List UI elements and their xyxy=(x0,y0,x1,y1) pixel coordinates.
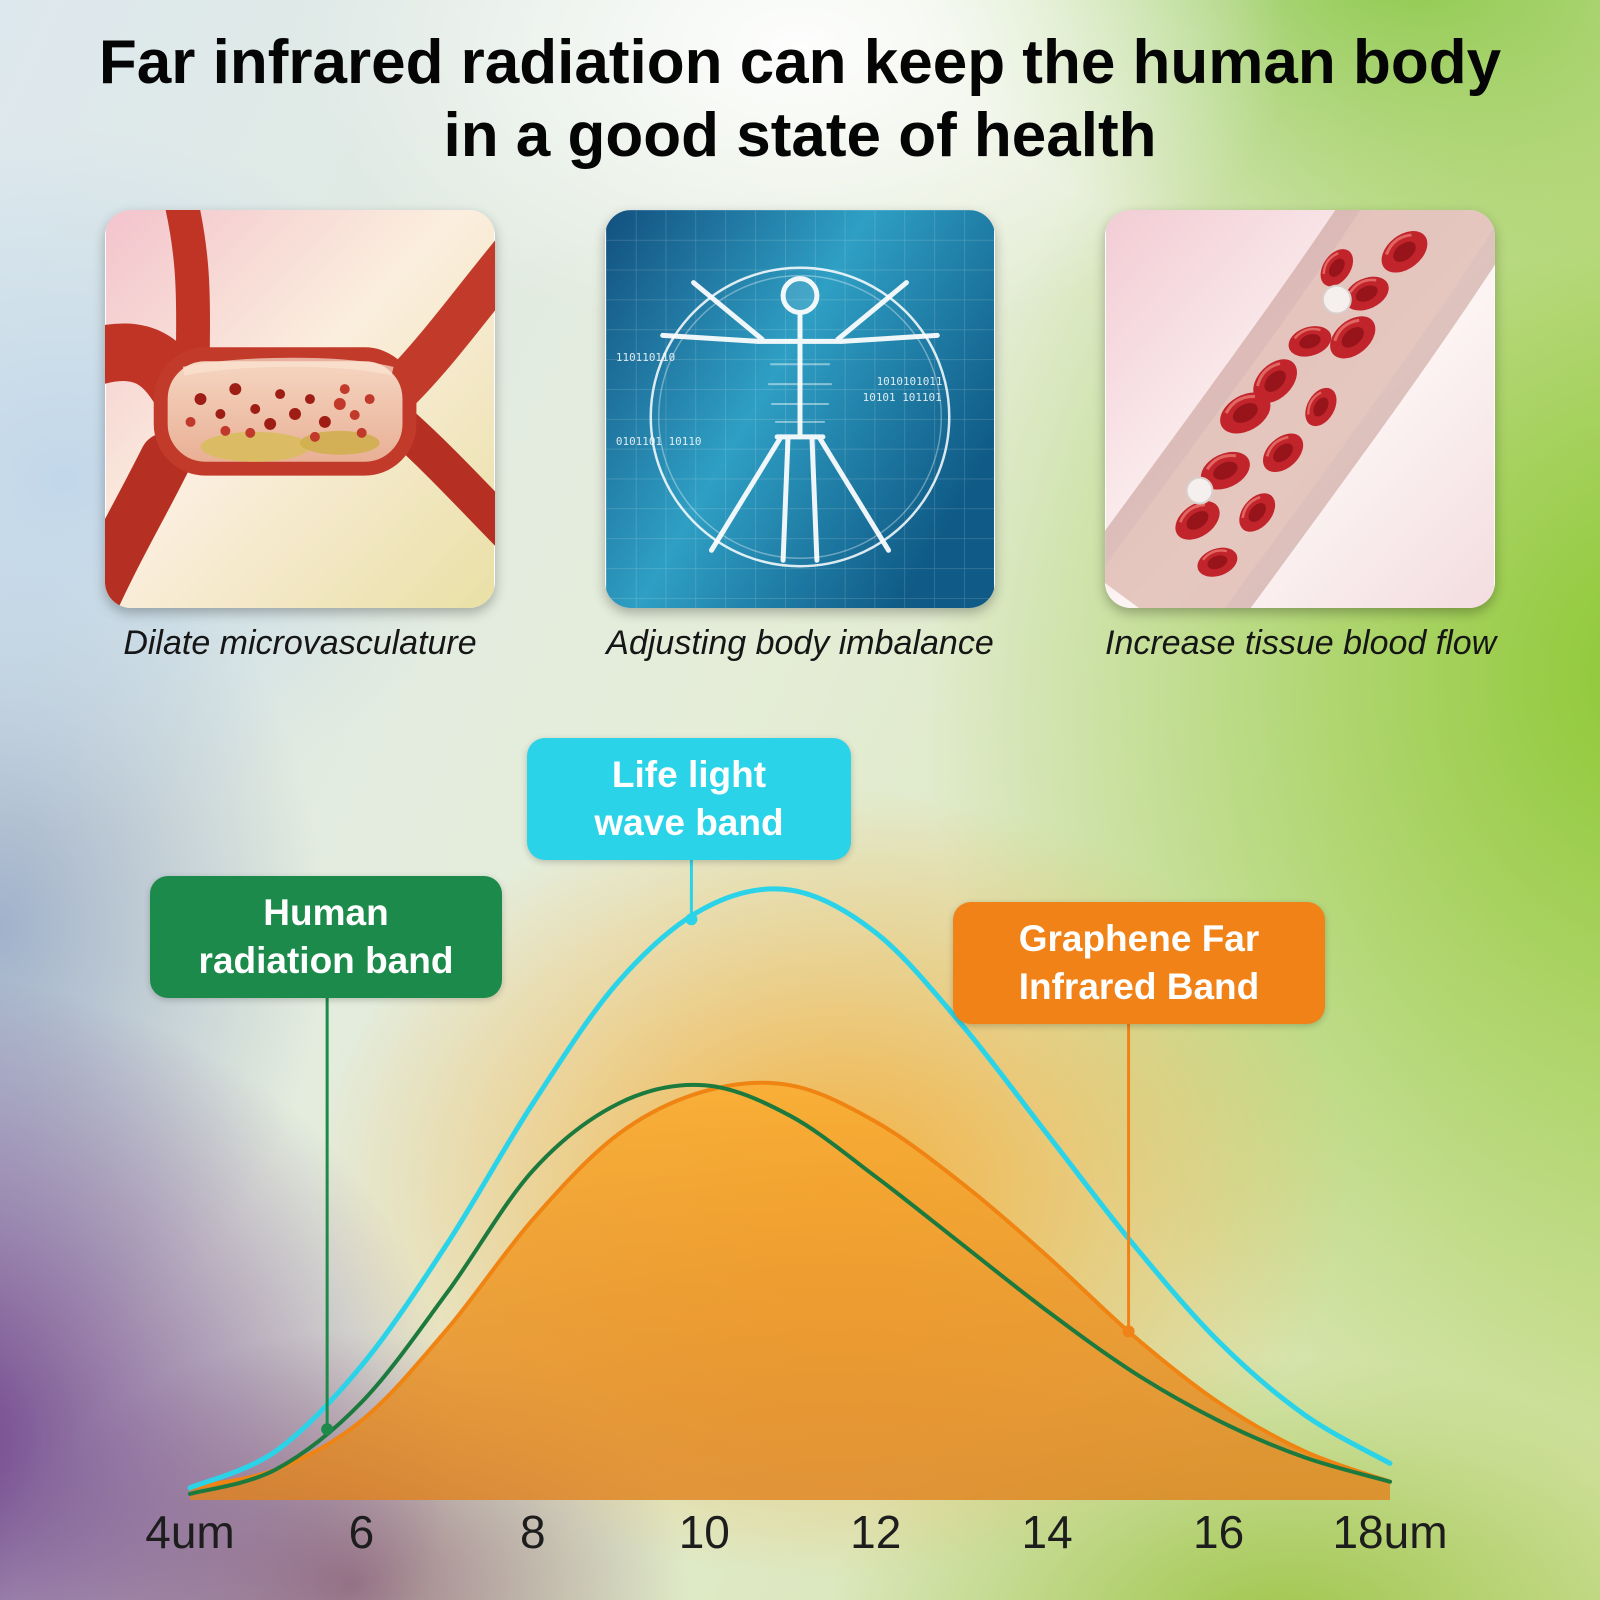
svg-text:8: 8 xyxy=(520,1506,546,1558)
card-dilate-microvasculature: Dilate microvasculature xyxy=(105,210,495,663)
label-human-line-1: Human xyxy=(263,892,389,933)
svg-text:12: 12 xyxy=(850,1506,901,1558)
caption-adjusting-body-imbalance: Adjusting body imbalance xyxy=(606,624,994,663)
caption-dilate-microvasculature: Dilate microvasculature xyxy=(123,624,477,663)
svg-text:110110110: 110110110 xyxy=(616,352,675,365)
label-life-line-2: wave band xyxy=(594,802,784,844)
caption-increase-tissue-blood-flow: Increase tissue blood flow xyxy=(1105,624,1497,663)
page-title: Far infrared radiation can keep the huma… xyxy=(0,0,1600,172)
svg-text:1010101011: 1010101011 xyxy=(877,375,943,388)
svg-text:6: 6 xyxy=(349,1506,375,1558)
label-graphene-line-2: Infrared Band xyxy=(1018,966,1260,1008)
svg-text:16: 16 xyxy=(1193,1506,1244,1558)
label-life-light-wave-band: Life light wave band xyxy=(527,738,851,861)
vitruvian-body-scan-illustration: 1010101011 10101 101101 110110110 010110… xyxy=(605,210,995,609)
vitruvian-body-scan-icon: 1010101011 10101 101101 110110110 010110… xyxy=(605,210,995,609)
label-graphene-line-1: Graphene Far xyxy=(1018,918,1260,959)
blood-vessel-plaque-illustration xyxy=(105,210,495,609)
svg-text:14: 14 xyxy=(1022,1506,1073,1558)
label-human-radiation-band: Human radiation band xyxy=(150,876,502,999)
label-graphene-far-infrared-band: Graphene Far Infrared Band xyxy=(953,902,1325,1025)
svg-text:10101 101101: 10101 101101 xyxy=(863,391,942,404)
label-life-line-1: Life light xyxy=(611,754,767,795)
card-adjusting-body-imbalance: 1010101011 10101 101101 110110110 010110… xyxy=(605,210,995,663)
wavelength-chart-canvas: 4um 6 8 10 12 14 16 18um xyxy=(145,856,1448,1558)
card-increase-tissue-blood-flow: Increase tissue blood flow xyxy=(1105,210,1497,663)
wavelength-chart: 4um 6 8 10 12 14 16 18um Life light wave band H… xyxy=(0,730,1600,1600)
red-blood-cells-illustration xyxy=(1105,210,1495,609)
svg-text:18um: 18um xyxy=(1332,1506,1447,1558)
label-human-line-2: radiation band xyxy=(198,940,454,982)
title-line-2: in a good state of health xyxy=(443,101,1157,171)
benefit-cards-row: Dilate microvasculature xyxy=(0,210,1600,663)
title-line-1: Far infrared radiation can keep the huma… xyxy=(98,28,1502,97)
blood-vessel-plaque-icon xyxy=(105,210,495,609)
svg-text:10: 10 xyxy=(679,1506,730,1558)
svg-text:0101101 10110: 0101101 10110 xyxy=(616,435,702,448)
svg-text:4um: 4um xyxy=(145,1506,234,1558)
red-blood-cells-icon xyxy=(1105,210,1495,609)
